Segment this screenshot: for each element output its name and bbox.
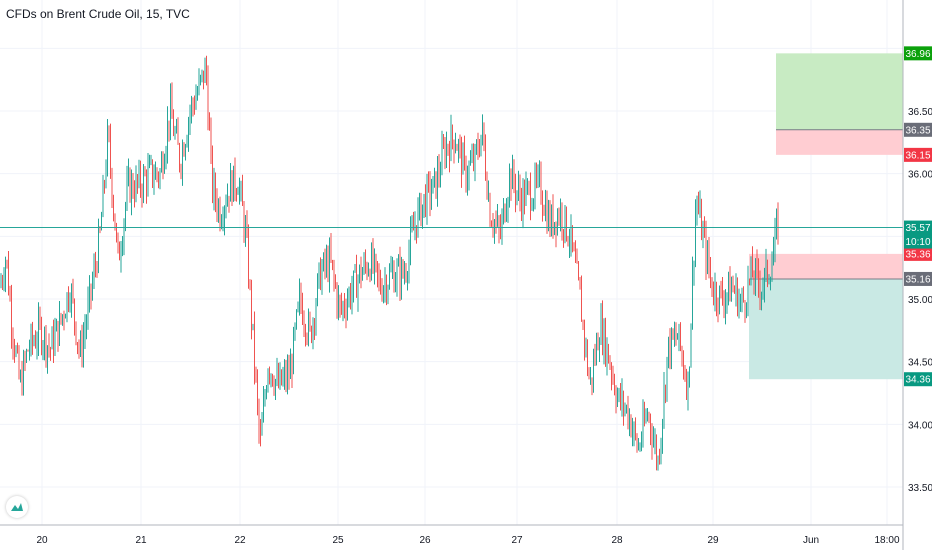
- x-tick-label: 22: [234, 535, 246, 546]
- short-entry-label: 35.16: [905, 274, 930, 285]
- x-tick-label: 26: [419, 535, 431, 546]
- x-tick-label: 29: [707, 535, 719, 546]
- long-target-label-bg: [904, 46, 932, 61]
- short-target-label-bg: [904, 372, 932, 387]
- long-entry-label-bg: [904, 122, 932, 137]
- x-tick-label: 28: [611, 535, 623, 546]
- y-tick-label: 35.00: [908, 295, 932, 306]
- x-tick-label: 20: [36, 535, 48, 546]
- long-target-label: 36.96: [905, 49, 930, 60]
- current-price-label: 35.57: [905, 223, 930, 234]
- long-stop-label-bg: [904, 147, 932, 162]
- short-target-label: 34.36: [905, 375, 930, 386]
- current-price-label-bg: [904, 220, 932, 249]
- x-tick-label: 25: [332, 535, 344, 546]
- y-tick-label: 36.50: [908, 107, 932, 118]
- x-tick-label: 27: [511, 535, 523, 546]
- x-tick-label: 21: [135, 535, 147, 546]
- candles: [0, 55, 779, 471]
- chart-title: CFDs on Brent Crude Oil, 15, TVC: [6, 7, 190, 21]
- x-tick-label: 18:00: [874, 535, 899, 546]
- price-labels: 36.96 36.35 36.15 35.36 35.16 34.36 35.57 10:10: [904, 46, 932, 387]
- long-stop-zone: [776, 129, 903, 155]
- y-tick-label: 33.50: [908, 483, 932, 494]
- y-tick-label: 34.00: [908, 420, 932, 431]
- y-tick-label: 34.50: [908, 358, 932, 369]
- short-target-zone: [749, 278, 903, 380]
- short-entry-label-bg: [904, 271, 932, 286]
- x-tick-label: Jun: [803, 535, 819, 546]
- logo-icon: [11, 503, 23, 511]
- y-tick-label: 36.00: [908, 170, 932, 181]
- tradingview-logo[interactable]: [6, 496, 28, 518]
- countdown-label: 10:10: [905, 237, 930, 248]
- short-stop-label: 35.36: [905, 249, 930, 260]
- short-stop-label-bg: [904, 246, 932, 261]
- long-entry-label: 36.35: [905, 125, 930, 136]
- position-zones: [749, 53, 903, 380]
- long-target-zone: [776, 53, 903, 130]
- long-stop-label: 36.15: [905, 150, 930, 161]
